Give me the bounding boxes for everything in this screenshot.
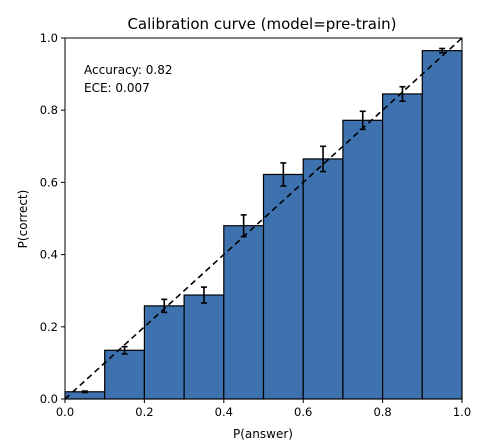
bar-8	[382, 93, 423, 400]
y-tick-label: 0.2	[40, 320, 58, 334]
bar-7	[342, 119, 384, 400]
bar-4	[223, 225, 265, 400]
ece-annotation: ECE: 0.007	[84, 81, 150, 95]
error-bar-3	[200, 286, 207, 304]
x-axis-label: P(answer)	[233, 427, 293, 441]
error-bar-8	[399, 85, 406, 102]
x-tick-label: 0.8	[373, 405, 391, 419]
y-axis-label: P(correct)	[16, 190, 30, 249]
bar-5	[262, 173, 304, 400]
error-bar-9	[439, 47, 446, 54]
bar-6	[302, 158, 344, 400]
bar-2	[143, 305, 185, 400]
x-axis-ticks: 0.0 0.2 0.4 0.6 0.8 1.0	[56, 399, 471, 419]
x-tick-label: 1.0	[453, 405, 471, 419]
x-tick-label: 0.0	[56, 405, 74, 419]
error-bar-1	[121, 345, 128, 355]
bar-3	[183, 294, 225, 400]
y-tick-label: 1.0	[40, 31, 58, 45]
error-bars-layer	[81, 47, 446, 394]
bar-9	[421, 50, 463, 400]
y-axis-ticks: 0.0 0.2 0.4 0.6 0.8 1.0	[40, 31, 65, 406]
error-bar-0	[81, 390, 88, 394]
error-bar-2	[161, 298, 168, 314]
chart-title: Calibration curve (model=pre-train)	[127, 15, 396, 33]
y-tick-label: 0.8	[40, 103, 58, 117]
accuracy-annotation: Accuracy: 0.82	[84, 63, 173, 77]
x-tick-label: 0.2	[135, 405, 153, 419]
y-tick-label: 0.6	[40, 175, 58, 189]
x-tick-label: 0.4	[215, 405, 233, 419]
error-bar-6	[320, 145, 327, 173]
y-tick-label: 0.0	[40, 392, 58, 406]
plot-area-frame	[64, 37, 463, 400]
error-bar-5	[280, 162, 287, 187]
x-tick-label: 0.6	[294, 405, 312, 419]
y-tick-label: 0.4	[40, 248, 58, 262]
